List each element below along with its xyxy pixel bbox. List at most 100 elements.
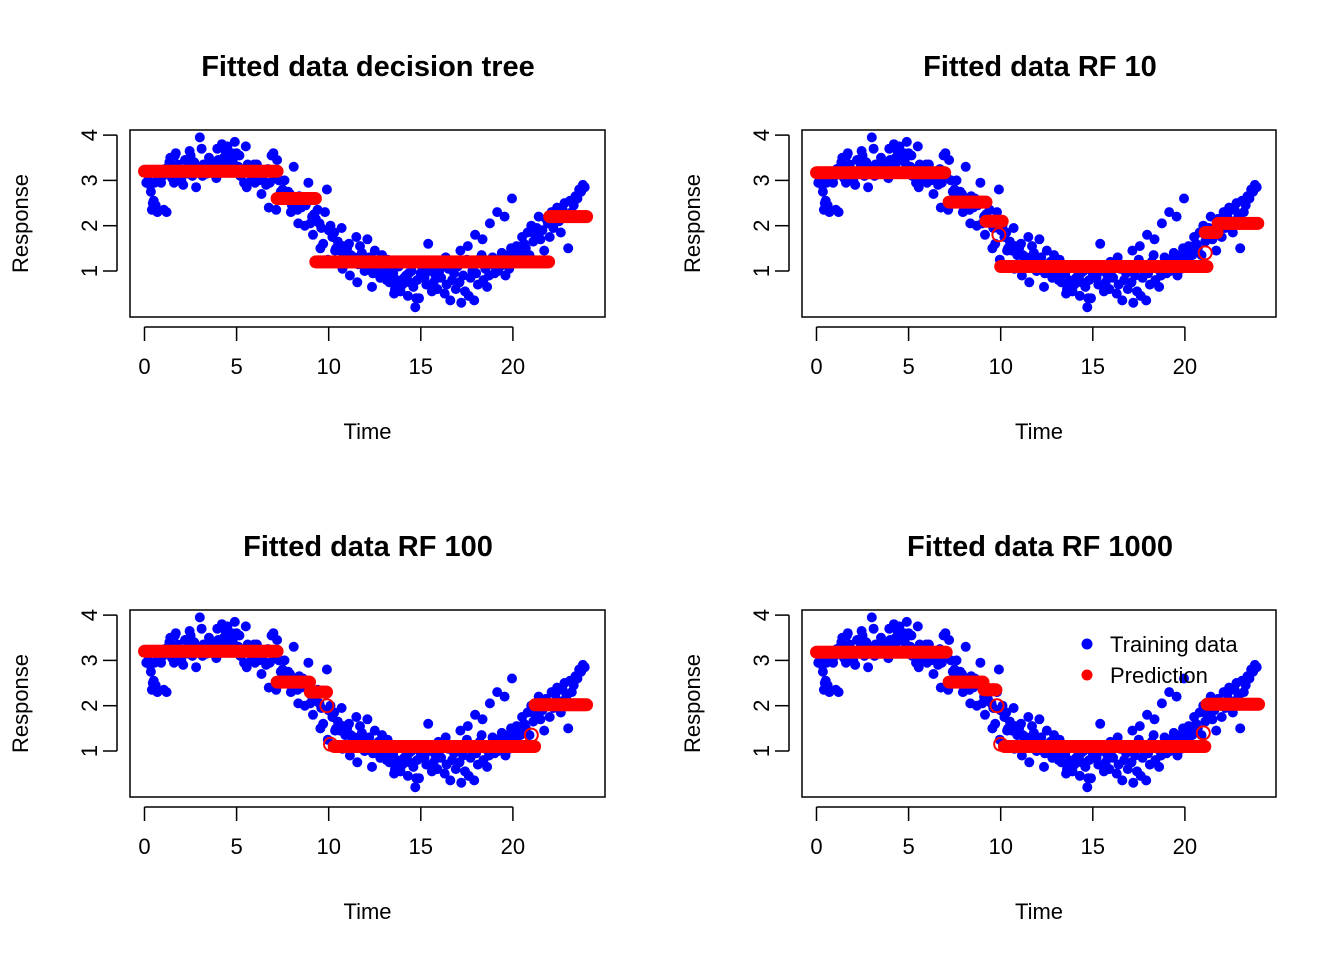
training-point	[320, 207, 330, 218]
training-point	[548, 223, 559, 233]
training-point	[507, 193, 517, 204]
training-point	[1141, 295, 1152, 306]
training-point	[906, 630, 917, 641]
training-point	[901, 136, 912, 147]
training-point	[1209, 0, 1219, 5]
x-tick-label: 5	[230, 354, 242, 379]
training-point	[1104, 284, 1115, 295]
training-point	[402, 770, 413, 781]
training-point	[1186, 0, 1196, 5]
training-point	[901, 616, 912, 627]
training-point	[279, 175, 290, 186]
y-tick-label: 1	[77, 745, 102, 757]
x-tick-label: 20	[501, 354, 525, 379]
training-point	[212, 623, 223, 634]
training-point	[344, 270, 355, 281]
training-point	[539, 725, 550, 736]
training-point	[471, 268, 482, 279]
training-point	[1149, 234, 1160, 245]
training-point	[492, 687, 503, 698]
training-point	[573, 0, 583, 5]
training-point	[1164, 207, 1175, 218]
training-point	[240, 621, 251, 632]
training-point	[234, 630, 245, 641]
training-point	[913, 662, 924, 673]
training-point	[891, 637, 902, 648]
training-point	[836, 157, 847, 168]
training-point	[980, 709, 990, 720]
training-point	[439, 288, 450, 299]
training-point	[1002, 245, 1013, 256]
training-point	[522, 0, 532, 5]
training-point	[196, 623, 207, 634]
training-point	[1016, 238, 1026, 249]
x-axis-label: Time	[343, 419, 391, 444]
training-point	[1023, 712, 1034, 722]
y-tick-label: 4	[749, 609, 774, 621]
training-point	[1090, 272, 1101, 283]
training-point	[960, 641, 971, 652]
training-point	[1068, 279, 1079, 290]
training-point	[285, 687, 296, 698]
training-point	[1112, 732, 1123, 743]
training-point	[529, 0, 539, 5]
training-point	[535, 234, 546, 245]
x-tick-label: 20	[1173, 354, 1197, 379]
panel-title: Fitted data RF 10	[923, 51, 1157, 83]
training-point	[344, 718, 354, 729]
training-point	[544, 232, 555, 242]
training-point	[184, 146, 195, 156]
plot-frame	[129, 129, 606, 318]
training-point	[992, 207, 1002, 218]
x-tick-label: 5	[230, 834, 242, 859]
x-axis: 0 5 10 15 20 Time	[810, 326, 1197, 444]
prediction-point	[1251, 216, 1265, 230]
training-point	[418, 272, 429, 283]
prediction-point	[938, 166, 952, 180]
prediction-point	[939, 645, 953, 659]
panel-2: Fitted data RF 10 0 5 10 15 20 Time 1 2 3 4 Respons…	[680, 0, 1277, 444]
training-point	[364, 732, 375, 743]
y-tick-label: 4	[77, 609, 102, 621]
training-point	[351, 712, 362, 722]
training-point	[158, 684, 169, 695]
training-point	[445, 775, 456, 786]
training-point	[369, 725, 380, 736]
training-point	[819, 198, 830, 209]
prediction-point	[1200, 260, 1214, 273]
training-point	[1117, 775, 1128, 786]
training-point	[1024, 277, 1035, 288]
y-tick-label: 2	[77, 220, 102, 232]
x-axis-label: Time	[1015, 419, 1063, 444]
training-point	[1216, 0, 1226, 5]
training-point	[1016, 750, 1027, 761]
plot-area	[810, 0, 1265, 313]
training-point	[514, 0, 524, 5]
training-point	[456, 777, 467, 788]
training-point	[566, 0, 576, 5]
training-point	[288, 641, 299, 652]
y-tick-label: 4	[749, 129, 774, 141]
training-point	[980, 229, 990, 240]
training-point	[1156, 218, 1167, 229]
y-tick-label: 2	[77, 700, 102, 712]
training-point	[1111, 288, 1122, 299]
training-point	[256, 669, 267, 679]
training-point	[975, 657, 986, 668]
training-point	[1186, 0, 1196, 5]
training-point	[1016, 718, 1026, 729]
training-point	[1201, 0, 1211, 5]
training-point	[169, 150, 180, 161]
training-point	[462, 721, 473, 732]
training-point	[330, 725, 341, 736]
training-point	[551, 0, 561, 5]
training-point	[308, 229, 318, 240]
panel-title: Fitted data RF 1000	[907, 531, 1173, 563]
training-point	[1251, 182, 1262, 193]
training-point	[912, 621, 923, 632]
panel-1: Fitted data decision tree 0 5 10 15 20 Time 1 2 3…	[8, 0, 606, 444]
training-point	[178, 179, 189, 190]
y-tick-label: 1	[77, 265, 102, 277]
training-point	[1238, 0, 1248, 5]
training-point	[411, 773, 422, 784]
